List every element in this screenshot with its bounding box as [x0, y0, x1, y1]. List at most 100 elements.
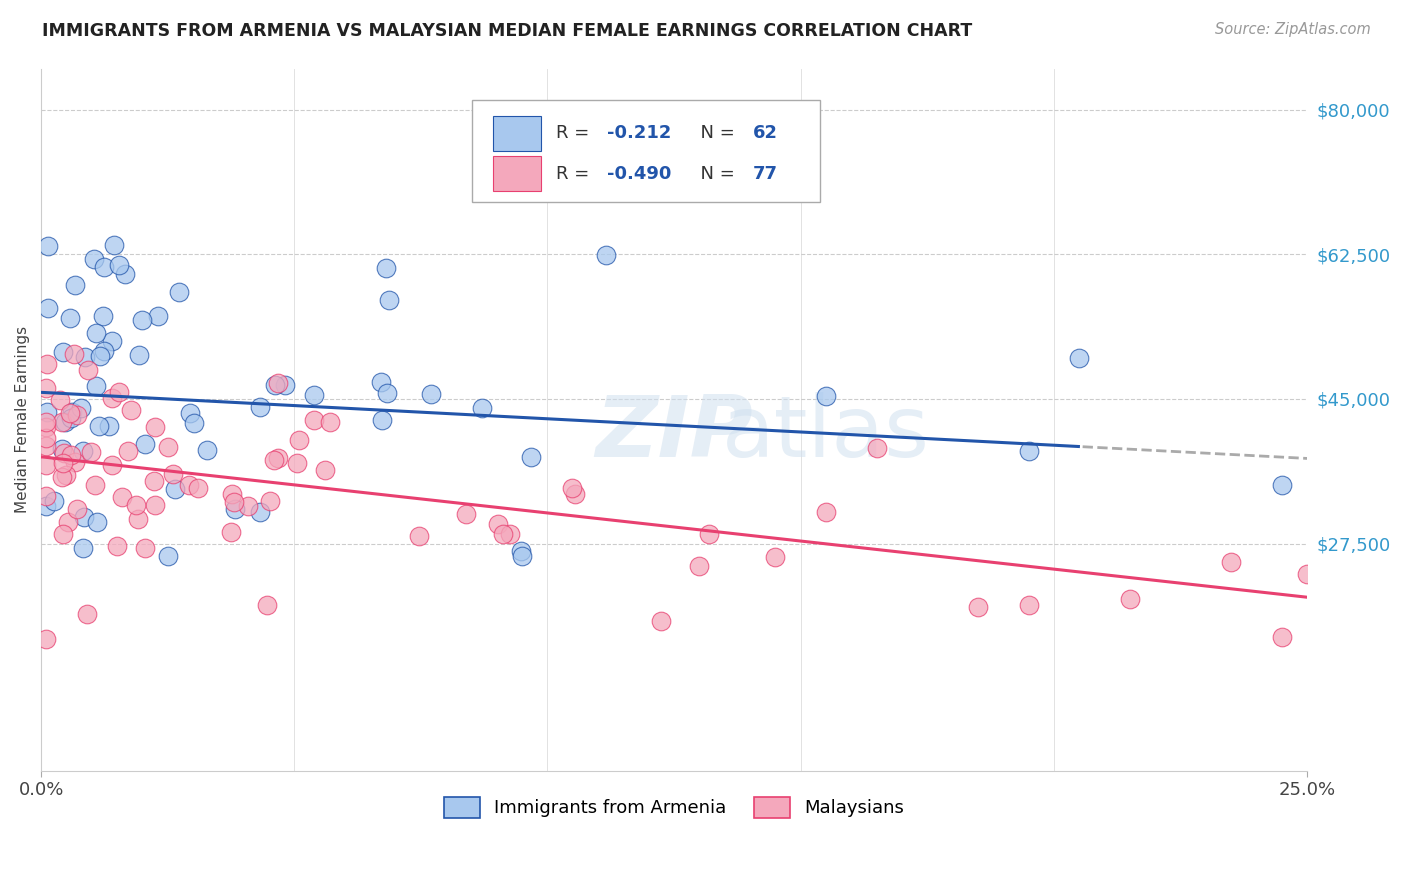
Point — [51, 442, 73, 456]
Point — [52, 456, 75, 470]
Point — [304, 413, 326, 427]
FancyBboxPatch shape — [494, 116, 541, 151]
Point — [73, 350, 96, 364]
Point — [87, 419, 110, 434]
Point — [52, 345, 75, 359]
Text: R =: R = — [557, 124, 595, 142]
Point — [35, 420, 58, 434]
Point — [65, 409, 87, 423]
Point — [37, 301, 59, 315]
Point — [263, 453, 285, 467]
Point — [183, 417, 205, 431]
Point — [89, 349, 111, 363]
Point — [688, 558, 710, 573]
Point — [108, 385, 131, 400]
Point — [236, 499, 259, 513]
Point — [1296, 567, 1319, 582]
Point — [163, 482, 186, 496]
Point — [111, 490, 134, 504]
Point — [60, 405, 83, 419]
Point — [59, 311, 82, 326]
Point — [44, 494, 66, 508]
Point — [37, 405, 59, 419]
Point — [179, 406, 201, 420]
Point — [114, 267, 136, 281]
Text: Source: ZipAtlas.com: Source: ZipAtlas.com — [1215, 22, 1371, 37]
Point — [63, 455, 86, 469]
Point — [157, 440, 180, 454]
Point — [259, 494, 281, 508]
Point — [1119, 592, 1142, 607]
Point — [420, 387, 443, 401]
Point — [156, 549, 179, 563]
Point — [72, 510, 94, 524]
Point — [1018, 598, 1040, 612]
Point — [100, 458, 122, 472]
Point — [51, 470, 73, 484]
Point — [105, 540, 128, 554]
Point — [59, 411, 82, 425]
Point — [304, 388, 326, 402]
Point — [62, 347, 84, 361]
FancyBboxPatch shape — [471, 100, 820, 202]
Point — [35, 357, 58, 371]
Point — [967, 599, 990, 614]
Point — [55, 468, 77, 483]
Point — [167, 285, 190, 299]
Point — [134, 541, 156, 556]
Point — [131, 312, 153, 326]
Text: N =: N = — [689, 165, 741, 183]
Point — [510, 549, 533, 563]
Point — [650, 614, 672, 628]
Point — [264, 377, 287, 392]
Point — [266, 376, 288, 391]
Point — [266, 450, 288, 465]
Point — [520, 450, 543, 464]
Point — [143, 419, 166, 434]
Point — [49, 392, 72, 407]
Y-axis label: Median Female Earnings: Median Female Earnings — [15, 326, 30, 513]
Point — [143, 498, 166, 512]
Point — [120, 403, 142, 417]
Point — [486, 516, 509, 531]
Point — [471, 401, 494, 415]
Point — [134, 437, 156, 451]
Point — [101, 391, 124, 405]
Point — [1220, 555, 1243, 569]
Point — [564, 486, 586, 500]
Point — [76, 607, 98, 621]
FancyBboxPatch shape — [494, 156, 541, 192]
Point — [814, 389, 837, 403]
Point — [35, 499, 58, 513]
Point — [288, 433, 311, 447]
Point — [52, 446, 75, 460]
Point — [91, 309, 114, 323]
Point — [35, 439, 58, 453]
Point — [249, 400, 271, 414]
Point — [53, 416, 76, 430]
Text: IMMIGRANTS FROM ARMENIA VS MALAYSIAN MEDIAN FEMALE EARNINGS CORRELATION CHART: IMMIGRANTS FROM ARMENIA VS MALAYSIAN MED… — [42, 22, 973, 40]
Point — [35, 632, 58, 646]
Point — [219, 524, 242, 539]
Point — [59, 406, 82, 420]
Point — [84, 379, 107, 393]
Point — [195, 443, 218, 458]
Point — [142, 474, 165, 488]
Point — [72, 443, 94, 458]
Point — [187, 481, 209, 495]
Point — [103, 238, 125, 252]
Point — [84, 478, 107, 492]
Point — [162, 467, 184, 481]
Point — [66, 502, 89, 516]
Point — [249, 505, 271, 519]
Text: N =: N = — [689, 124, 741, 142]
Point — [83, 252, 105, 266]
Point — [814, 505, 837, 519]
Point — [509, 544, 531, 558]
Point — [59, 448, 82, 462]
Point — [1069, 351, 1091, 365]
Point — [319, 415, 342, 429]
Point — [377, 385, 399, 400]
Point — [72, 541, 94, 555]
Point — [148, 310, 170, 324]
